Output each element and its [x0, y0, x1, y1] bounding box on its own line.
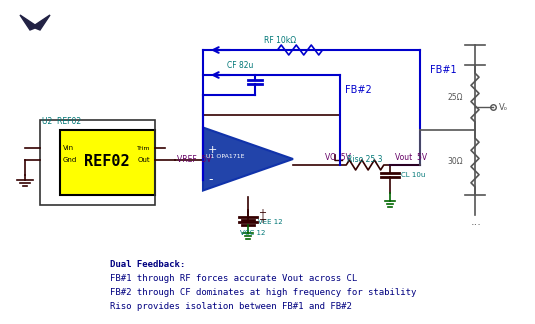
Text: Trim: Trim [136, 145, 150, 151]
Text: Vₒ: Vₒ [499, 102, 508, 111]
Text: Riso provides isolation between FB#1 and FB#2: Riso provides isolation between FB#1 and… [110, 302, 352, 311]
Text: Riso 25.3: Riso 25.3 [347, 155, 383, 164]
Text: FB#1 through RF forces accurate Vout across CL: FB#1 through RF forces accurate Vout acr… [110, 274, 357, 283]
Text: +: + [258, 215, 266, 225]
Text: VO  5V: VO 5V [325, 153, 351, 162]
Text: +: + [208, 145, 217, 155]
Text: FB#1: FB#1 [430, 65, 457, 75]
Text: U2  REF02: U2 REF02 [42, 117, 81, 126]
Polygon shape [203, 128, 293, 191]
Text: 30Ω: 30Ω [447, 157, 463, 167]
Text: CF 82u: CF 82u [227, 61, 253, 70]
Text: Vout  5V: Vout 5V [395, 153, 427, 162]
Text: -: - [208, 173, 212, 187]
Text: +: + [258, 209, 266, 218]
Text: Gnd: Gnd [63, 157, 77, 163]
Text: Out: Out [137, 157, 150, 163]
Text: VCC 12: VCC 12 [240, 230, 265, 236]
Text: FB#2 through CF dominates at high frequency for stability: FB#2 through CF dominates at high freque… [110, 288, 416, 297]
Text: VEE 12: VEE 12 [258, 218, 282, 225]
Polygon shape [20, 15, 50, 30]
Text: RF 10kΩ: RF 10kΩ [264, 36, 296, 45]
Bar [40, 120, 155, 205]
Text: U1 OPA171E: U1 OPA171E [206, 155, 244, 159]
Text: 25Ω: 25Ω [447, 92, 462, 101]
Text: Vin: Vin [63, 145, 74, 151]
Text: Dual Feedback:: Dual Feedback: [110, 260, 185, 269]
Text: REF02: REF02 [84, 155, 130, 169]
Text: FB#2: FB#2 [345, 85, 372, 95]
Text: CL 10u: CL 10u [401, 172, 425, 178]
Text: ...: ... [471, 217, 482, 227]
Text: VREF  5V: VREF 5V [177, 156, 212, 165]
Bar [60, 130, 155, 195]
